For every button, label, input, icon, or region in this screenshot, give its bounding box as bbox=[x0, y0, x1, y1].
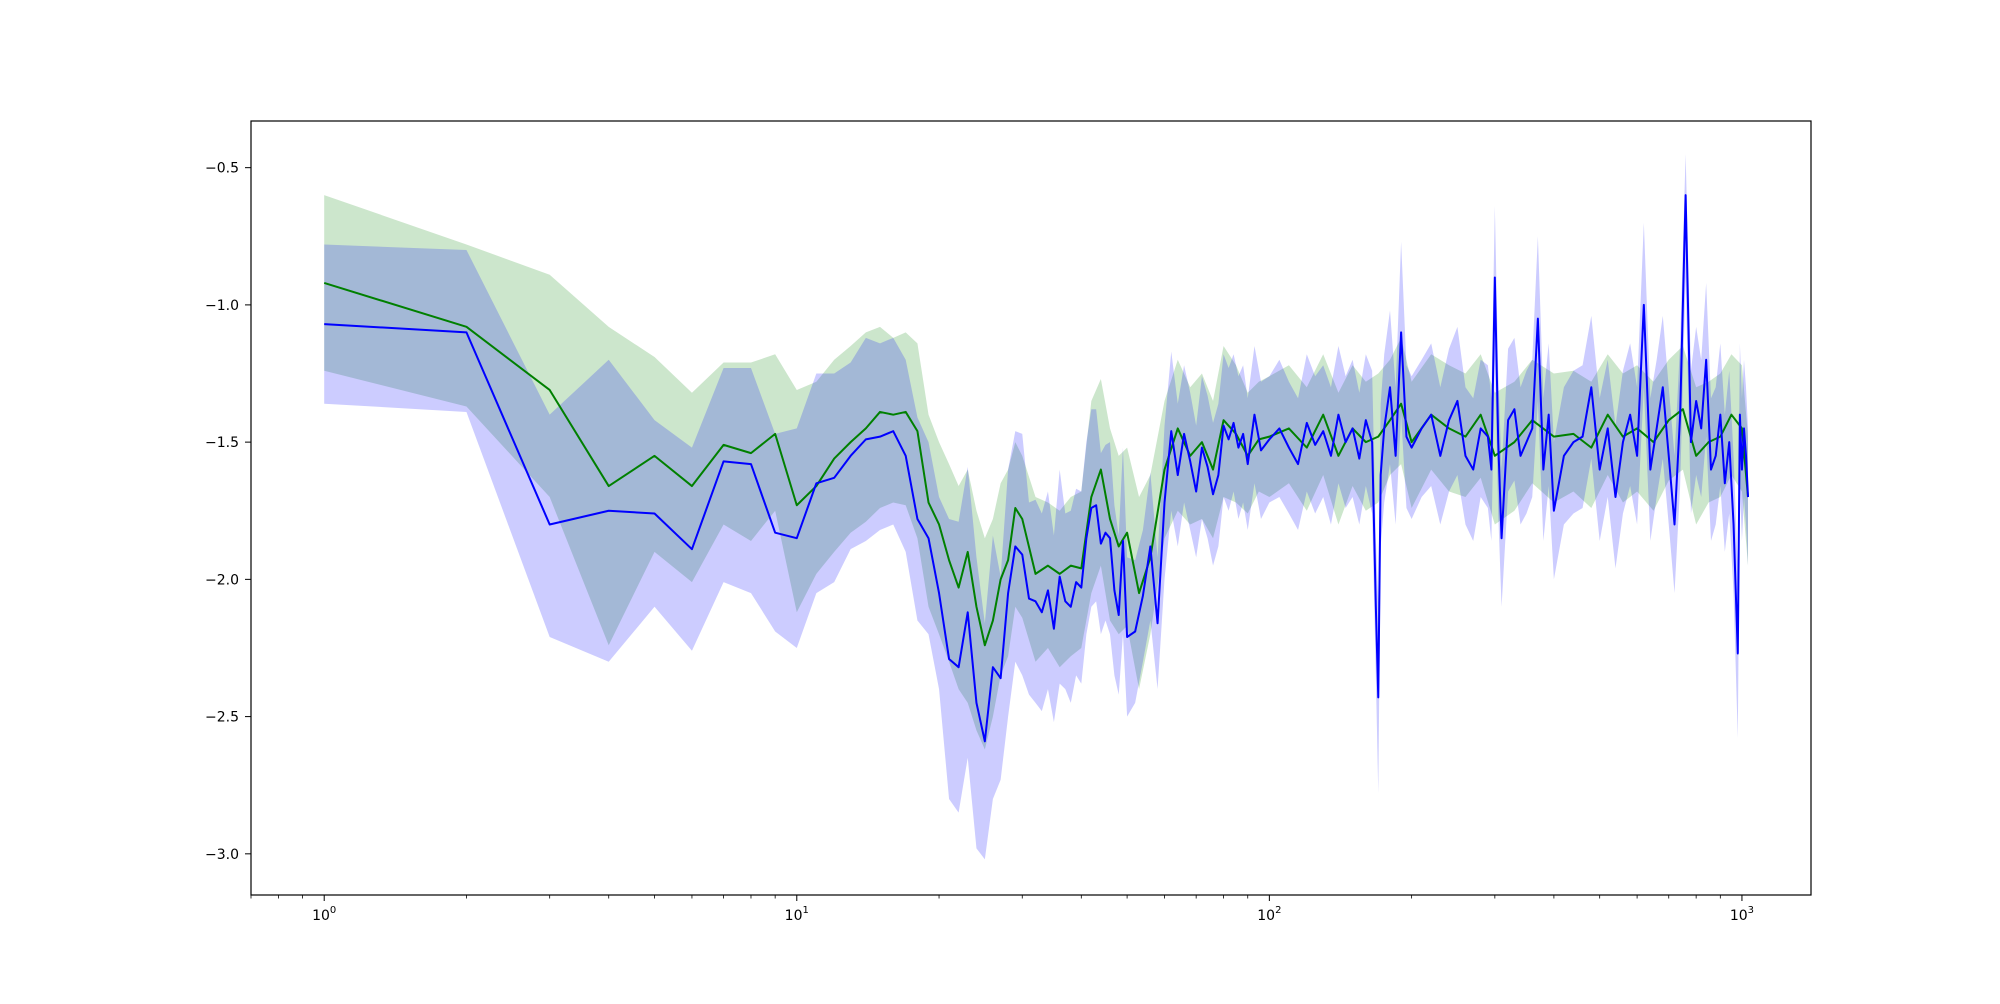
confidence-band-2 bbox=[324, 153, 1749, 860]
y-tick-label: −1.5 bbox=[205, 435, 239, 451]
y-tick-label: −2.5 bbox=[205, 710, 239, 726]
y-tick-label: −3.0 bbox=[205, 847, 239, 863]
plot-area bbox=[251, 121, 1811, 895]
series-lines bbox=[323, 194, 1750, 743]
x-tick-label: 101 bbox=[785, 905, 809, 924]
series-line-2 bbox=[324, 194, 1750, 743]
plot-background bbox=[251, 121, 1811, 895]
plot-frame bbox=[250, 120, 1812, 896]
x-tick-label: 102 bbox=[1257, 905, 1281, 924]
series-line-1 bbox=[323, 281, 1750, 647]
axes: −0.5 −1.0 −1.5 −2.0 −2.5 −3.0 100 101 102 103 bbox=[205, 120, 1812, 924]
y-tick-label: −1.0 bbox=[205, 298, 239, 314]
x-tick-label: 100 bbox=[312, 905, 336, 924]
confidence-band-1 bbox=[324, 195, 1749, 750]
y-tick-label: −0.5 bbox=[205, 161, 239, 177]
confidence-bands bbox=[324, 153, 1749, 860]
x-tick-label: 103 bbox=[1730, 905, 1754, 924]
y-tick-label: −2.0 bbox=[205, 572, 239, 588]
